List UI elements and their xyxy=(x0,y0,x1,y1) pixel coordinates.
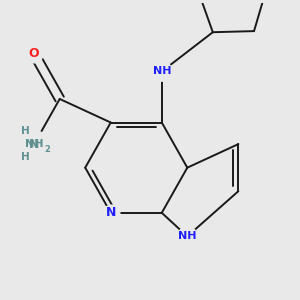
Text: 2: 2 xyxy=(44,146,50,154)
Text: NH: NH xyxy=(25,139,44,149)
Text: NH: NH xyxy=(178,231,196,242)
Text: O: O xyxy=(29,47,40,60)
Text: H: H xyxy=(21,126,30,136)
Text: H: H xyxy=(21,152,30,162)
Text: NH: NH xyxy=(152,67,171,76)
Text: N: N xyxy=(106,206,116,219)
Text: N: N xyxy=(29,138,39,151)
